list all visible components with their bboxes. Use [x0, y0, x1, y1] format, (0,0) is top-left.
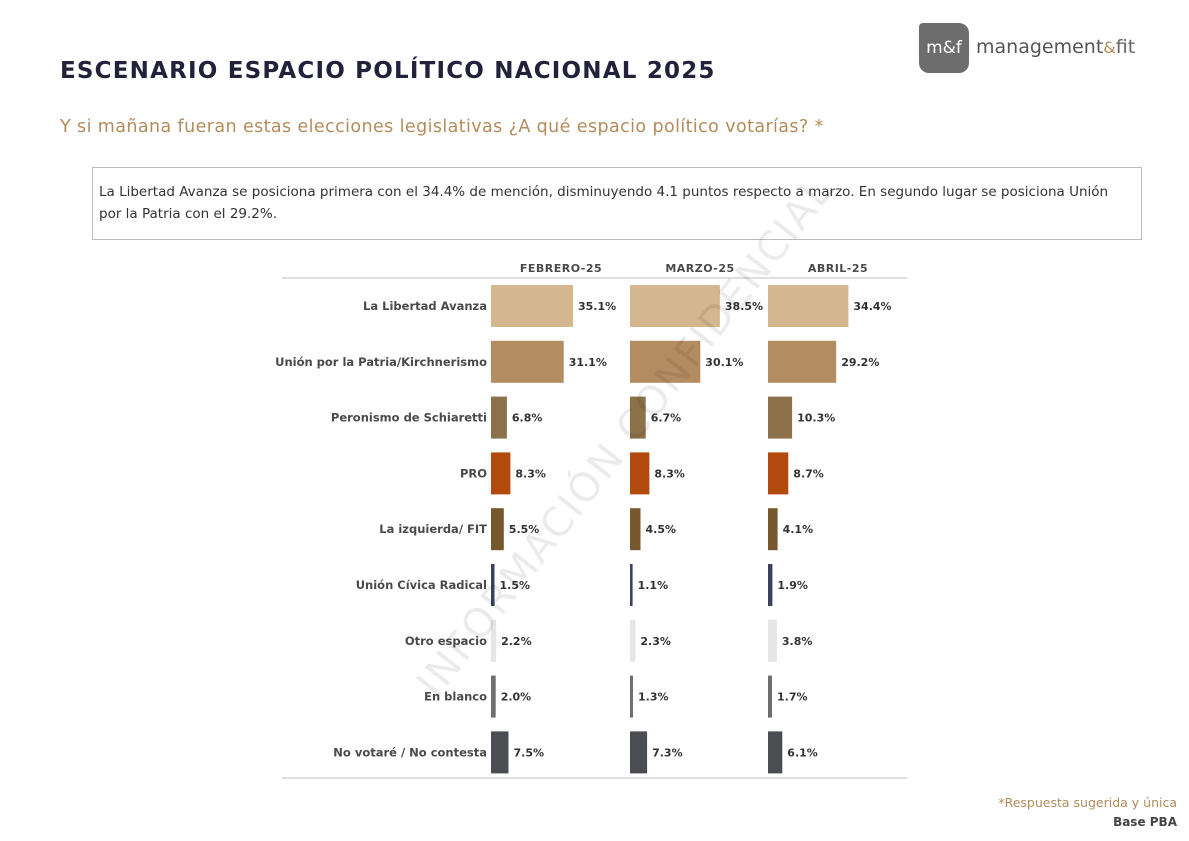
bar [491, 452, 511, 495]
bar [491, 508, 504, 551]
category-label: PRO [460, 466, 487, 480]
logo-text: management&fit [976, 36, 1135, 58]
bar [768, 396, 793, 439]
data-label: 4.1% [783, 523, 814, 536]
category-label: La Libertad Avanza [363, 299, 487, 313]
bar [491, 396, 507, 439]
data-label: 35.1% [578, 300, 616, 313]
series-header: MARZO-25 [665, 262, 734, 275]
bar [491, 731, 509, 774]
data-label: 30.1% [705, 356, 743, 369]
data-label: 8.3% [515, 467, 546, 480]
bar [491, 285, 573, 327]
bar [491, 675, 496, 718]
data-label: 5.5% [509, 523, 540, 536]
bar [768, 340, 837, 383]
bar [491, 340, 564, 383]
data-label: 1.1% [638, 579, 669, 592]
logo-text-amp: & [1103, 38, 1116, 57]
data-label: 2.0% [501, 691, 532, 704]
bar [768, 508, 778, 551]
data-label: 6.1% [787, 746, 818, 759]
data-label: 6.8% [512, 412, 543, 425]
data-label: 29.2% [841, 356, 879, 369]
data-label: 1.9% [777, 579, 808, 592]
category-label: Unión por la Patria/Kirchnerismo [275, 355, 487, 369]
category-label: No votaré / No contesta [333, 745, 487, 759]
page-title: ESCENARIO ESPACIO POLÍTICO NACIONAL 2025 [60, 58, 716, 84]
series-header: FEBRERO-25 [520, 262, 602, 275]
category-label: La izquierda/ FIT [379, 522, 487, 536]
logo-text-fit: fit [1115, 36, 1136, 58]
logo-badge: m&f [919, 23, 969, 73]
data-label: 6.7% [651, 412, 682, 425]
category-label: Otro espacio [405, 634, 487, 648]
data-label: 2.3% [640, 635, 671, 648]
bar [630, 619, 636, 662]
data-label: 8.7% [793, 467, 824, 480]
bar [768, 285, 849, 327]
bar [768, 452, 789, 495]
bar [630, 675, 633, 718]
data-label: 1.3% [638, 691, 669, 704]
bar [630, 508, 641, 551]
footnote: *Respuesta sugerida y única [998, 795, 1177, 810]
data-label: 31.1% [569, 356, 607, 369]
category-label: Peronismo de Schiaretti [331, 411, 487, 425]
bar [768, 619, 777, 662]
data-label: 34.4% [853, 300, 891, 313]
bar [768, 564, 773, 606]
base-note: Base PBA [1113, 815, 1177, 829]
data-label: 7.3% [652, 746, 683, 759]
data-label: 38.5% [725, 300, 763, 313]
data-label: 4.5% [646, 523, 677, 536]
logo-text-main: management [976, 36, 1104, 58]
data-label: 1.5% [500, 579, 531, 592]
bar [768, 731, 783, 774]
data-label: 2.2% [501, 635, 532, 648]
bar [630, 340, 701, 383]
bar [630, 731, 648, 774]
bar [491, 619, 497, 662]
bar [630, 452, 650, 495]
bar [491, 564, 495, 606]
data-label: 3.8% [782, 635, 813, 648]
bar [630, 396, 646, 439]
category-label: Unión Cívica Radical [356, 578, 487, 592]
data-label: 8.3% [654, 467, 685, 480]
bar [630, 564, 633, 606]
data-label: 10.3% [797, 412, 835, 425]
data-label: 7.5% [514, 746, 545, 759]
data-label: 1.7% [777, 691, 808, 704]
summary-box: La Libertad Avanza se posiciona primera … [92, 167, 1142, 240]
series-header: ABRIL-25 [808, 262, 868, 275]
bar [768, 675, 772, 718]
bar [630, 285, 720, 327]
survey-question: Y si mañana fueran estas elecciones legi… [60, 117, 824, 137]
category-label: En blanco [424, 690, 487, 704]
